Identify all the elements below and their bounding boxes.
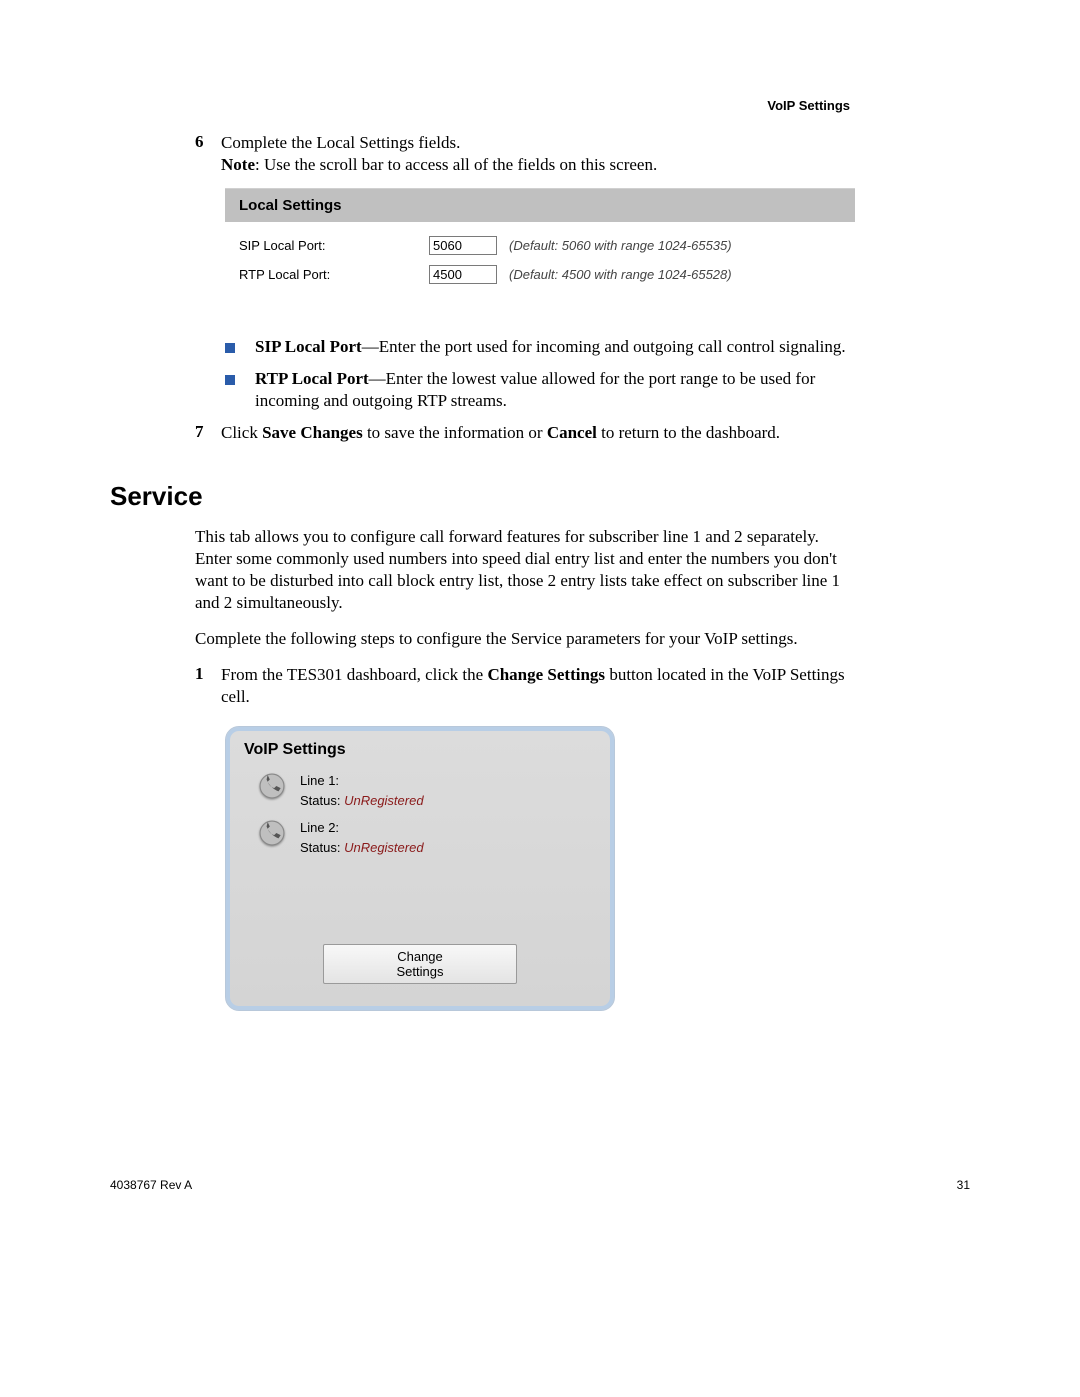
bullet-sip-local-port: SIP Local Port—Enter the port used for i…	[225, 336, 970, 358]
voip-line1-label: Line 1:	[300, 771, 424, 791]
rtp-local-port-input[interactable]	[429, 265, 497, 284]
voip-line2-status-value: UnRegistered	[344, 840, 424, 855]
step7-save-changes: Save Changes	[262, 423, 363, 442]
step-body: Complete the Local Settings fields. Note…	[221, 132, 657, 176]
local-settings-row: RTP Local Port: (Default: 4500 with rang…	[239, 265, 841, 284]
voip-line-1: Line 1: Status: UnRegistered	[244, 771, 596, 810]
voip-settings-title: VoIP Settings	[244, 741, 596, 759]
step7-mid: to save the information or	[363, 423, 547, 442]
voip-line1-status-label: Status:	[300, 793, 344, 808]
footer-page-number: 31	[957, 1178, 970, 1192]
step-6: 6 Complete the Local Settings fields. No…	[195, 132, 970, 176]
bullet-desc: Enter the port used for incoming and out…	[379, 337, 846, 356]
bullet-rtp-local-port: RTP Local Port—Enter the lowest value al…	[225, 368, 970, 412]
sip-local-port-label: SIP Local Port:	[239, 238, 429, 253]
service-intro: This tab allows you to configure call fo…	[195, 526, 855, 650]
step-7: 7 Click Save Changes to save the informa…	[195, 422, 970, 444]
voip-settings-widget: VoIP Settings Line 1: Status: UnRegister…	[225, 726, 615, 1011]
page-header-section: VoIP Settings	[767, 98, 850, 113]
step-body: From the TES301 dashboard, click the Cha…	[221, 664, 861, 708]
service-p2: Complete the following steps to configur…	[195, 628, 855, 650]
sip-local-port-hint: (Default: 5060 with range 1024-65535)	[509, 238, 732, 253]
step6-note-label: Note	[221, 155, 255, 174]
bullet-sep: —	[369, 369, 386, 388]
bullet-sep: —	[362, 337, 379, 356]
step7-pre: Click	[221, 423, 262, 442]
sip-local-port-input[interactable]	[429, 236, 497, 255]
step7-post: to return to the dashboard.	[597, 423, 780, 442]
service-heading: Service	[110, 481, 970, 512]
phone-icon	[244, 771, 300, 804]
footer-doc-id: 4038767 Rev A	[110, 1178, 192, 1192]
bullet-term: SIP Local Port	[255, 337, 362, 356]
step7-cancel: Cancel	[547, 423, 597, 442]
voip-line-2: Line 2: Status: UnRegistered	[244, 818, 596, 857]
bullet-marker-icon	[225, 368, 255, 412]
local-settings-title: Local Settings	[225, 188, 855, 222]
step-number: 1	[195, 664, 221, 708]
change-settings-button[interactable]: Change Settings	[323, 944, 517, 984]
bullet-marker-icon	[225, 336, 255, 358]
local-settings-panel: Local Settings SIP Local Port: (Default:…	[225, 188, 855, 318]
step-body: Click Save Changes to save the informati…	[221, 422, 780, 444]
service-step1-change-settings: Change Settings	[487, 665, 605, 684]
step-number: 6	[195, 132, 221, 176]
service-step-1: 1 From the TES301 dashboard, click the C…	[195, 664, 970, 708]
voip-line2-status-label: Status:	[300, 840, 344, 855]
page-footer: 4038767 Rev A 31	[110, 1178, 970, 1192]
phone-icon	[244, 818, 300, 851]
step6-note-text: : Use the scroll bar to access all of th…	[255, 155, 657, 174]
rtp-local-port-label: RTP Local Port:	[239, 267, 429, 282]
voip-line2-label: Line 2:	[300, 818, 424, 838]
step6-line1: Complete the Local Settings fields.	[221, 133, 460, 152]
step-number: 7	[195, 422, 221, 444]
service-p1: This tab allows you to configure call fo…	[195, 526, 855, 614]
rtp-local-port-hint: (Default: 4500 with range 1024-65528)	[509, 267, 732, 282]
voip-line1-status-value: UnRegistered	[344, 793, 424, 808]
service-step1-pre: From the TES301 dashboard, click the	[221, 665, 487, 684]
local-settings-row: SIP Local Port: (Default: 5060 with rang…	[239, 236, 841, 255]
bullet-term: RTP Local Port	[255, 369, 369, 388]
